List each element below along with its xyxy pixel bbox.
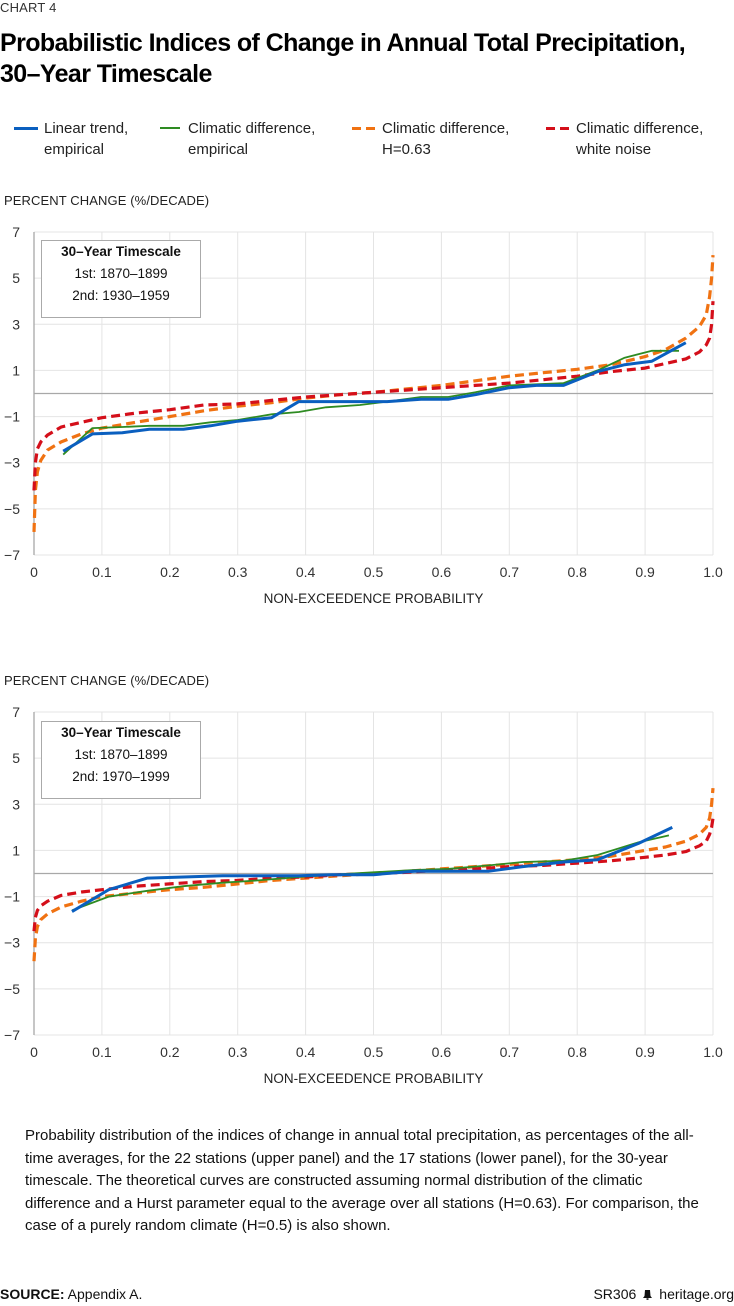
x-axis-label: NON-EXCEEDENCE PROBABILITY xyxy=(264,591,484,606)
y-tick-label: −1 xyxy=(4,409,20,425)
series-line-climatic-difference-h-0-63 xyxy=(32,255,715,532)
y-tick-label: −7 xyxy=(4,1027,20,1043)
y-axis-label-lower: PERCENT CHANGE (%/DECADE) xyxy=(4,673,210,688)
legend-label: white noise xyxy=(576,141,652,158)
x-tick-label: 0.3 xyxy=(228,1044,248,1060)
x-tick-label: 0.3 xyxy=(228,564,248,580)
x-tick-label: 0.4 xyxy=(296,564,316,580)
inset-first-period: 1st: 1870–1899 xyxy=(74,266,168,281)
legend-label: Climatic difference, xyxy=(576,120,704,137)
x-tick-label: 0.2 xyxy=(160,1044,180,1060)
x-tick-label: 0.5 xyxy=(364,564,384,580)
y-tick-label: −7 xyxy=(4,547,20,563)
x-tick-label: 0.1 xyxy=(92,564,112,580)
y-tick-label: 3 xyxy=(12,796,20,812)
x-tick-label: 0.1 xyxy=(92,1044,112,1060)
legend-label: H=0.63 xyxy=(382,141,431,158)
y-tick-label: −3 xyxy=(4,935,20,951)
legend-label: Linear trend, xyxy=(44,120,129,137)
legend-swatch xyxy=(352,127,376,130)
x-tick-label: 0.6 xyxy=(432,564,452,580)
y-tick-label: 5 xyxy=(12,750,20,766)
inset-second-period: 2nd: 1970–1999 xyxy=(72,769,170,784)
series-line-linear-trend-empirical xyxy=(71,826,673,913)
y-tick-label: 7 xyxy=(12,224,20,240)
y-tick-label: 1 xyxy=(12,362,20,378)
y-tick-label: 7 xyxy=(12,704,20,720)
x-tick-label: 0.5 xyxy=(364,1044,384,1060)
series-line-climatic-difference-white-noise xyxy=(32,817,715,932)
series-line-climatic-difference-empirical xyxy=(62,349,679,456)
chart-upper: 0 0.1 0.2 0.3 0.4 0.5 0.6 0.7 0.8 0.9 1.0 7 5 3 1 −1 −3 −… xyxy=(4,224,723,606)
inset-title: 30–Year Timescale xyxy=(61,725,181,740)
series-line-climatic-difference-empirical xyxy=(71,834,670,912)
x-tick-label: 0.9 xyxy=(635,1044,655,1060)
x-tick-label: 0.8 xyxy=(567,1044,587,1060)
x-tick-label: 1.0 xyxy=(703,564,723,580)
legend-label: Climatic difference, xyxy=(188,120,316,137)
y-tick-label: −3 xyxy=(4,455,20,471)
y-tick-label: 3 xyxy=(12,316,20,332)
chart-lower: 0 0.1 0.2 0.3 0.4 0.5 0.6 0.7 0.8 0.9 1.0 7 5 3 1 −1 −3 −… xyxy=(4,704,723,1086)
y-axis-label-upper: PERCENT CHANGE (%/DECADE) xyxy=(4,193,210,208)
x-tick-label: 0.7 xyxy=(500,564,520,580)
legend-label: empirical xyxy=(188,141,249,158)
series-line-climatic-difference-white-noise xyxy=(32,301,715,491)
legend-swatch xyxy=(546,127,570,130)
x-tick-label: 0.7 xyxy=(500,1044,520,1060)
source-note: SOURCE: Appendix A. xyxy=(0,1286,142,1302)
x-tick-label: 0.8 xyxy=(567,564,587,580)
legend-swatch xyxy=(160,127,180,129)
x-tick-label: 0 xyxy=(30,564,38,580)
title-line-1: Probabilistic Indices of Change in Annua… xyxy=(0,29,686,57)
gridlines xyxy=(34,231,714,556)
x-tick-label: 0 xyxy=(30,1044,38,1060)
x-tick-label: 0.9 xyxy=(635,564,655,580)
series-line-linear-trend-empirical xyxy=(62,341,687,453)
source-text: Appendix A. xyxy=(64,1286,143,1302)
legend-label: Climatic difference, xyxy=(382,120,510,137)
chart-title: Probabilistic Indices of Change in Annua… xyxy=(0,28,734,90)
x-tick-label: 0.2 xyxy=(160,564,180,580)
legend-swatch xyxy=(14,127,38,130)
site-link[interactable]: heritage.org xyxy=(659,1286,734,1302)
y-tick-label: −5 xyxy=(4,981,20,997)
inset-box-lower: 30–Year Timescale 1st: 1870–1899 2nd: 19… xyxy=(41,721,201,799)
liberty-bell-icon xyxy=(643,1290,653,1300)
legend-label: empirical xyxy=(44,141,105,158)
inset-title: 30–Year Timescale xyxy=(61,244,181,259)
chart-caption: Probability distribution of the indices … xyxy=(25,1127,699,1234)
y-tick-label: −5 xyxy=(4,501,20,517)
source-label: SOURCE: xyxy=(0,1286,65,1302)
y-tick-label: −1 xyxy=(4,889,20,905)
x-tick-label: 0.6 xyxy=(432,1044,452,1060)
inset-first-period: 1st: 1870–1899 xyxy=(74,747,168,762)
y-tick-label: 1 xyxy=(12,842,20,858)
x-axis-label: NON-EXCEEDENCE PROBABILITY xyxy=(264,1071,484,1086)
x-tick-label: 0.4 xyxy=(296,1044,316,1060)
y-tick-label: 5 xyxy=(12,270,20,286)
legend: Linear trend, empirical Climatic differen… xyxy=(0,118,734,166)
title-line-2: 30–Year Timescale xyxy=(0,60,212,88)
report-id: SR306 xyxy=(593,1286,637,1302)
inset-second-period: 2nd: 1930–1959 xyxy=(72,288,170,303)
x-tick-label: 1.0 xyxy=(703,1044,723,1060)
chart-kicker: CHART 4 xyxy=(0,0,57,15)
inset-box-upper: 30–Year Timescale 1st: 1870–1899 2nd: 19… xyxy=(41,240,201,318)
credit: SR306 heritage.org xyxy=(593,1286,734,1302)
